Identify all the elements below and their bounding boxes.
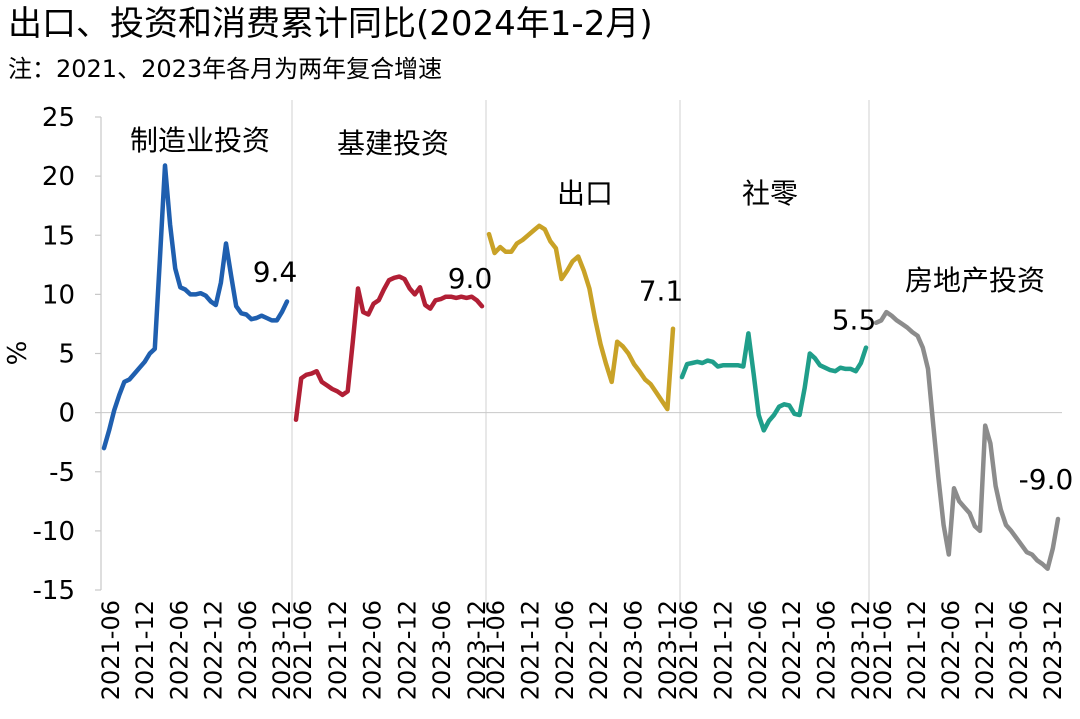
end-value-label: 9.0	[448, 262, 493, 295]
chart-title: 出口、投资和消费累计同比(2024年1-2月)	[8, 4, 653, 44]
x-tick-label: 2021-12	[131, 600, 159, 700]
x-tick-label: 2021-12	[903, 600, 931, 700]
series-line	[873, 309, 1061, 571]
x-axis: 2021-06 2021-12 2022-06 2022-12 2023-06 2023-…	[97, 600, 1067, 700]
x-tick-label: 2023-06	[428, 600, 456, 700]
y-tick-label: -10	[33, 517, 75, 547]
y-tick-label: 20	[42, 162, 75, 192]
series-line	[293, 274, 485, 422]
series-line	[101, 163, 290, 451]
y-axis-label: %	[3, 341, 33, 366]
series-name-label: 出口	[557, 177, 613, 210]
series-name-label: 房地产投资	[905, 264, 1045, 297]
x-tick-label: 2023-12	[463, 600, 491, 700]
end-value-label: 9.4	[253, 255, 298, 288]
x-tick-label: 2023-12	[1039, 600, 1067, 700]
chart-subtitle: 注：2021、2023年各月为两年复合增速	[8, 55, 443, 83]
x-tick-label: 2022-06	[165, 600, 193, 700]
x-tick-label: 2021-06	[869, 600, 897, 700]
annotations: 制造业投资 9.4 基建投资 9.0 出口 7.1 社零 5.5 房地产投资 -9.0	[130, 124, 1073, 496]
x-tick-label: 2022-06	[359, 600, 387, 700]
y-tick-label: 25	[42, 103, 75, 133]
x-tick-label: 2022-12	[585, 600, 613, 700]
panel-dividers	[291, 100, 870, 612]
end-value-label: 7.1	[639, 275, 684, 308]
y-tick-label: -5	[49, 458, 75, 488]
y-tick-label: -15	[33, 576, 75, 606]
y-tick-label: 5	[58, 340, 75, 370]
series-line	[486, 223, 676, 412]
x-tick-label: 2022-12	[778, 600, 806, 700]
x-tick-label: 2021-12	[324, 600, 352, 700]
x-tick-label: 2021-06	[482, 600, 510, 700]
x-tick-label: 2023-06	[1005, 600, 1033, 700]
x-tick-label: 2022-12	[393, 600, 421, 700]
y-tick-label: 10	[42, 280, 75, 310]
y-axis: 25 20 15 10 5 0 -5 -10 -15%	[3, 103, 1062, 606]
x-tick-label: 2023-06	[813, 600, 841, 700]
x-tick-label: 2022-06	[937, 600, 965, 700]
x-tick-label: 2021-06	[289, 600, 317, 700]
x-tick-label: 2023-12	[654, 600, 682, 700]
y-tick-label: 0	[58, 399, 75, 429]
x-tick-label: 2023-06	[620, 600, 648, 700]
x-tick-label: 2023-06	[234, 600, 262, 700]
series-name-label: 基建投资	[337, 127, 449, 160]
x-tick-label: 2021-06	[97, 600, 125, 700]
x-tick-label: 2022-06	[744, 600, 772, 700]
x-tick-label: 2022-12	[971, 600, 999, 700]
x-tick-label: 2022-12	[200, 600, 228, 700]
end-value-label: -9.0	[1019, 463, 1074, 496]
series-name-label: 制造业投资	[130, 124, 270, 157]
series-line	[679, 331, 869, 433]
y-tick-label: 15	[42, 221, 75, 251]
x-tick-label: 2023-12	[847, 600, 875, 700]
series-name-label: 社零	[742, 177, 798, 210]
end-value-label: 5.5	[832, 304, 877, 337]
x-tick-label: 2021-06	[675, 600, 703, 700]
x-tick-label: 2021-12	[709, 600, 737, 700]
x-tick-label: 2023-12	[268, 600, 296, 700]
x-tick-label: 2021-12	[516, 600, 544, 700]
x-tick-label: 2022-06	[551, 600, 579, 700]
series-lines	[101, 163, 1061, 571]
